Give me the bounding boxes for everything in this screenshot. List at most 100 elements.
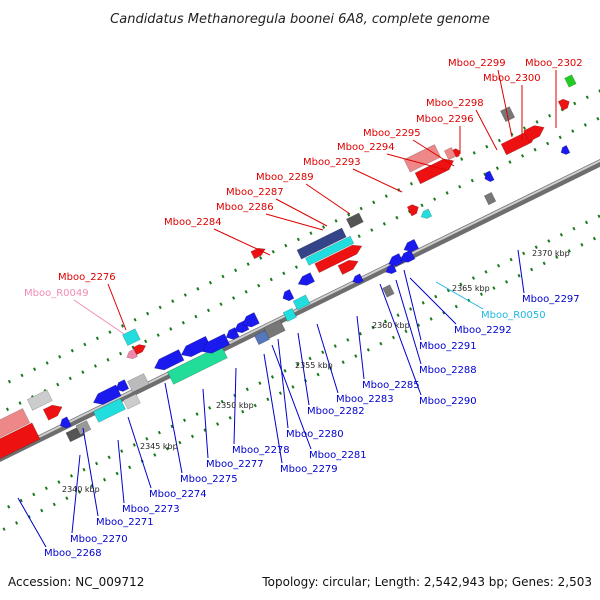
tick-mark — [278, 391, 282, 395]
tick-mark — [446, 288, 450, 293]
tick-mark — [596, 116, 600, 121]
tick-mark — [471, 276, 475, 280]
leader-line — [386, 153, 447, 171]
gene-shape — [314, 244, 363, 274]
tick-mark — [208, 280, 213, 285]
gene-label: Mboo_2281 — [309, 450, 367, 461]
gene-label: Mboo_2291 — [419, 341, 477, 352]
gene-label: Mboo_2273 — [122, 504, 180, 515]
tick-mark — [69, 474, 74, 478]
tick-mark — [580, 242, 584, 247]
tick-mark — [371, 325, 375, 330]
tick-mark — [7, 504, 11, 509]
gene-label: Mboo_2295 — [363, 128, 421, 139]
tick-mark — [592, 236, 597, 241]
leader-line — [164, 382, 183, 474]
tick-mark — [7, 379, 12, 384]
tick-mark — [82, 467, 86, 472]
leader-line — [263, 353, 283, 464]
tick-mark — [409, 307, 413, 311]
gene-feature — [557, 98, 570, 111]
tick-mark — [573, 101, 577, 106]
tick-mark — [433, 197, 437, 201]
leader-line — [275, 198, 328, 227]
gene-feature — [292, 294, 311, 311]
tick-mark — [19, 498, 23, 503]
tick-mark — [334, 219, 338, 223]
tick-mark — [183, 293, 187, 297]
gene-shape — [297, 272, 316, 286]
gene-feature — [282, 289, 295, 302]
gene-shape — [406, 204, 419, 217]
tick-mark — [257, 283, 261, 288]
gene-feature — [253, 330, 270, 346]
gene-feature — [337, 259, 359, 275]
tick-mark — [216, 422, 220, 426]
gene-shape — [296, 227, 347, 260]
tick-mark — [572, 226, 576, 231]
tick-mark — [484, 270, 488, 274]
tick-mark — [547, 239, 551, 243]
tick-mark — [283, 369, 287, 373]
tick-mark — [347, 212, 351, 217]
tick-mark — [509, 257, 513, 262]
tick-mark — [459, 282, 463, 287]
gene-shape — [241, 312, 260, 328]
gene-label: Mboo_2298 — [426, 98, 484, 109]
tick-mark — [40, 508, 44, 513]
kbp-label: 2360 kbp — [372, 321, 410, 330]
gene-feature — [127, 373, 150, 393]
gene-shape — [153, 349, 185, 371]
gene-label: Mboo_2286 — [216, 202, 274, 213]
tick-mark — [534, 245, 538, 249]
tick-mark — [370, 228, 374, 232]
tick-mark — [420, 203, 424, 208]
tick-mark — [522, 126, 527, 130]
gene-shape — [305, 235, 355, 266]
tick-mark — [128, 465, 132, 470]
tick-mark — [70, 348, 74, 353]
leader-line — [271, 344, 312, 450]
tick-mark — [120, 324, 125, 328]
tick-mark — [106, 358, 110, 362]
gene-shape — [345, 212, 364, 229]
tick-mark — [220, 399, 224, 404]
gene-feature — [26, 389, 53, 411]
gene-feature — [0, 408, 31, 441]
tick-mark — [504, 280, 509, 284]
tick-mark — [458, 184, 462, 189]
label-leader-lines — [17, 69, 557, 548]
gene-label: Mboo_2302 — [525, 58, 583, 69]
tick-mark — [228, 416, 232, 420]
gene-features — [0, 74, 577, 460]
tick-mark — [156, 333, 160, 337]
gene-label: Mboo_2268 — [44, 548, 102, 559]
tick-mark — [282, 271, 286, 276]
tick-mark — [253, 403, 257, 408]
leader-line — [17, 497, 47, 548]
tick-mark — [558, 135, 562, 140]
tick-mark — [271, 249, 275, 254]
gene-feature — [166, 344, 228, 385]
gene-shape — [126, 348, 138, 360]
tick-mark — [241, 409, 245, 414]
tick-mark — [95, 461, 99, 466]
tick-mark — [434, 294, 438, 299]
leader-line — [409, 277, 457, 325]
tick-mark — [132, 443, 136, 447]
tick-mark — [296, 237, 300, 242]
leader-line — [202, 388, 209, 459]
tick-mark — [460, 157, 464, 161]
tick-mark — [258, 381, 262, 385]
tick-mark — [181, 320, 185, 325]
tick-mark — [169, 327, 173, 331]
tick-mark — [259, 256, 263, 260]
tick-mark — [522, 251, 526, 256]
gene-feature — [92, 397, 126, 423]
tick-mark — [57, 480, 61, 484]
tick-mark — [83, 342, 87, 347]
tick-mark — [144, 339, 148, 344]
tick-mark — [245, 387, 249, 392]
gene-labels: Mboo_2299 Mboo_2302 Mboo_2300 Mboo_2298 Mboo… — [24, 58, 583, 559]
tick-mark — [206, 308, 211, 313]
